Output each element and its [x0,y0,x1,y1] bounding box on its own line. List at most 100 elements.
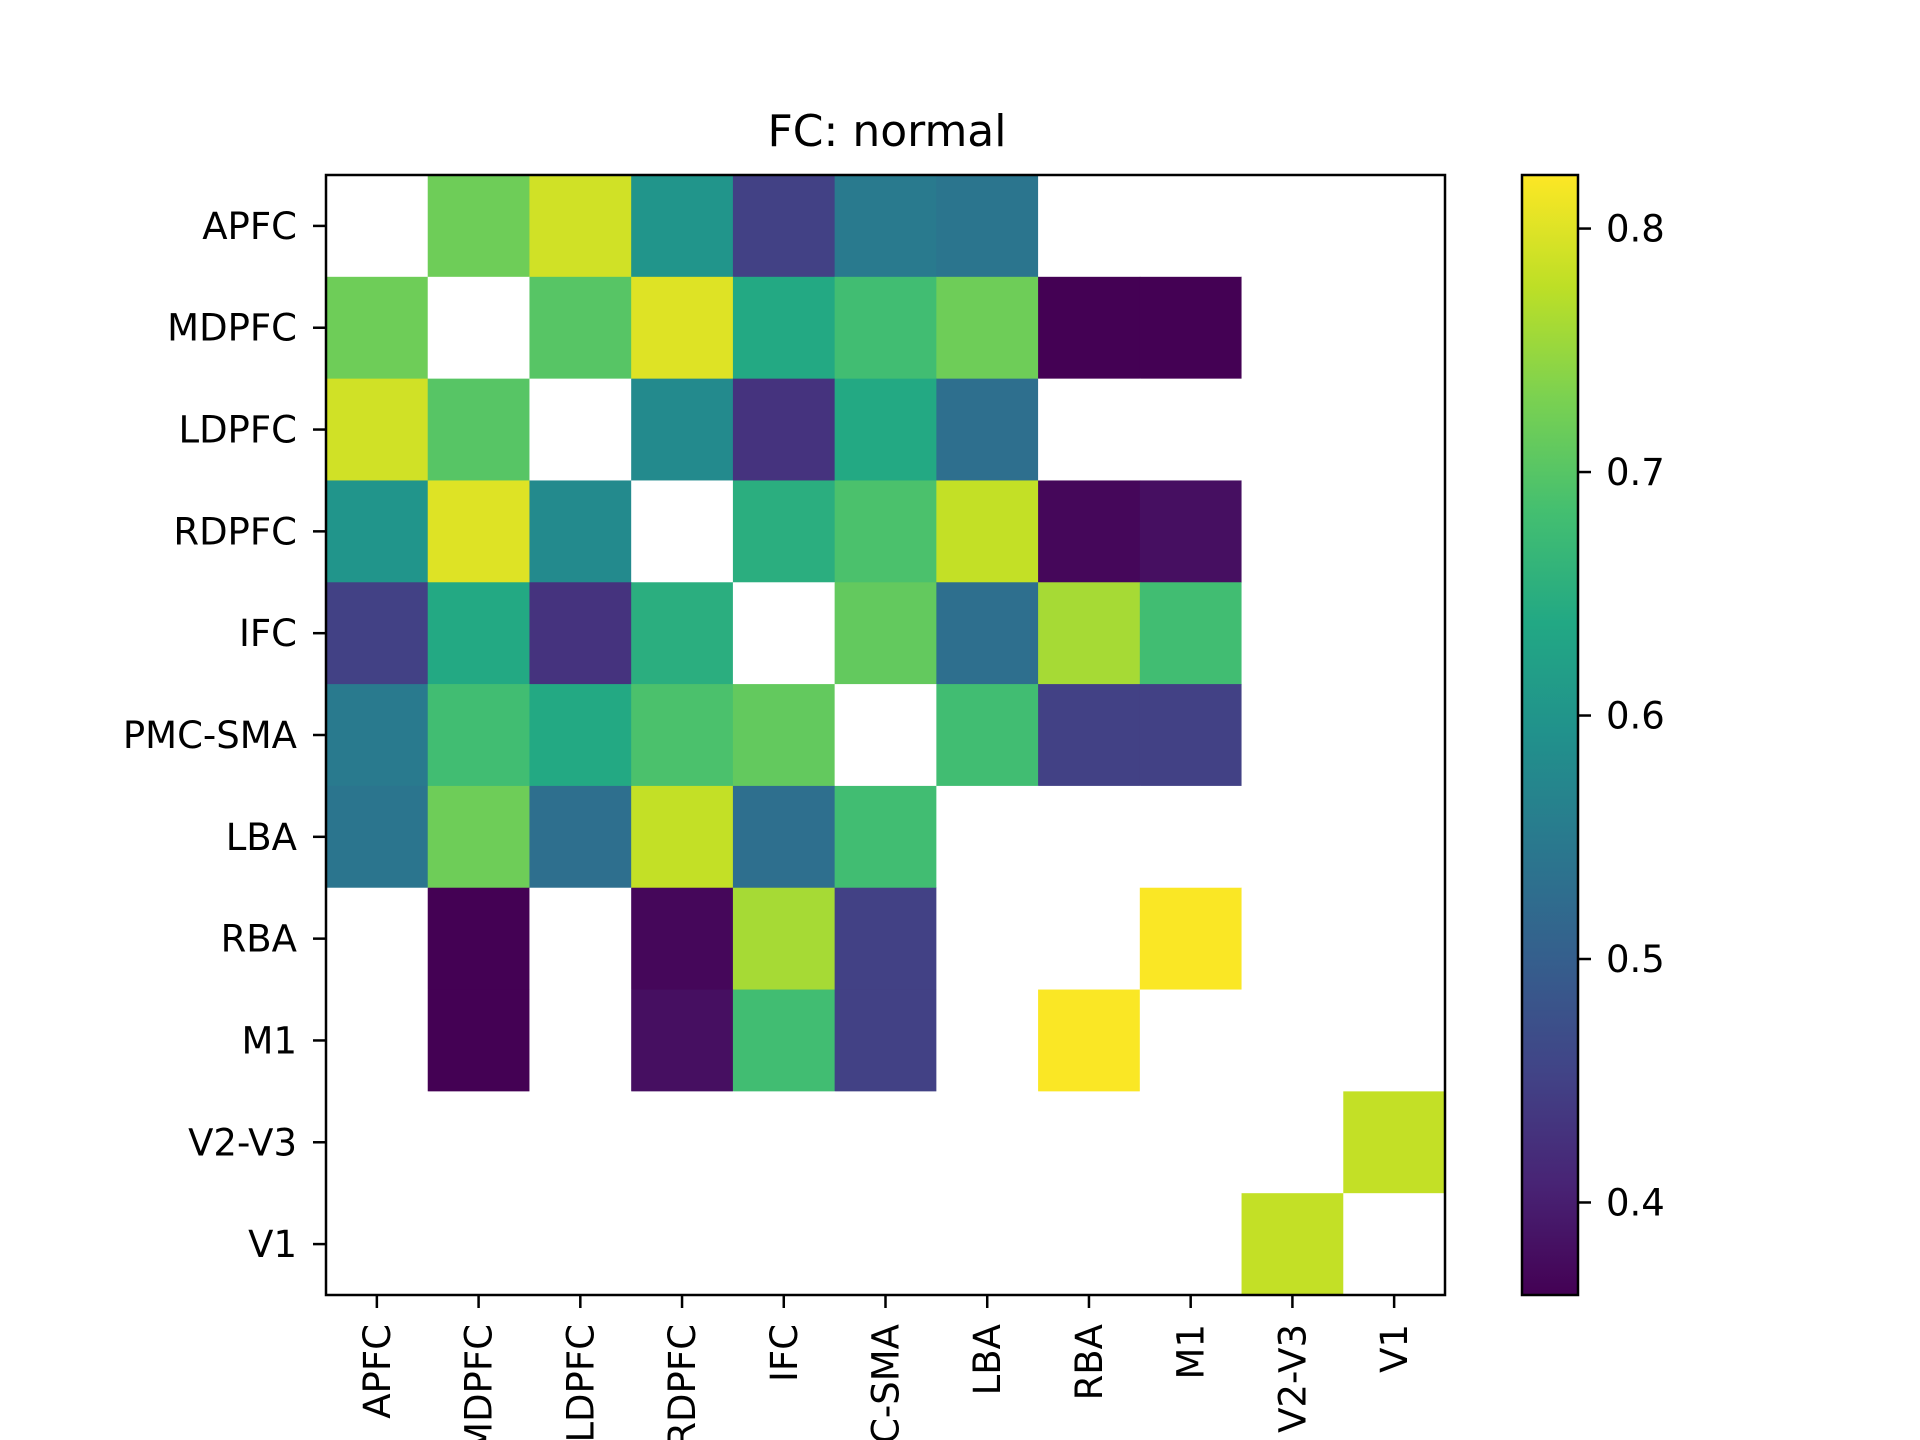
heatmap-cell [732,1193,836,1296]
heatmap-cell [529,684,632,787]
heatmap-cell [326,684,429,787]
heatmap-cell [631,480,734,583]
heatmap-cell [631,378,734,481]
heatmap-cell [631,1091,734,1194]
heatmap-cell [1139,1193,1243,1296]
heatmap-cell [427,175,530,278]
chart-title: FC: normal [767,106,1006,157]
col-tick-label: V1 [1373,1324,1416,1373]
col-tick-label: IFC [763,1324,806,1382]
heatmap-cell [732,785,836,889]
heatmap-cell [427,582,530,685]
col-tick-label: LDPFC [559,1324,602,1440]
row-tick-label: LDPFC [178,409,297,452]
heatmap-cell [326,989,429,1092]
heatmap-cell [529,785,632,889]
row-tick-label: V2-V3 [188,1121,297,1164]
heatmap-cell [1139,887,1243,991]
heatmap-cell [834,989,937,1092]
col-tick-label: RBA [1068,1324,1111,1400]
colorbar-tick-label: 0.4 [1606,1181,1665,1224]
heatmap-cell [732,582,836,685]
heatmap-cell [1139,582,1243,685]
heatmap-cell [1139,785,1243,889]
heatmap-cell [732,1091,836,1194]
heatmap-cell [936,582,1039,685]
heatmap-cell [834,378,937,481]
heatmap-cell [1038,989,1141,1092]
heatmap-cell [631,582,734,685]
heatmap-cell [834,480,937,583]
heatmap-cell [936,989,1039,1092]
heatmap-cell [1241,378,1344,481]
heatmap-cell [1343,480,1446,583]
heatmap-cell [427,378,530,481]
heatmap-cell [1139,989,1243,1092]
heatmap-cell [732,276,836,380]
col-tick-label: RDPFC [661,1324,704,1440]
heatmap-cell [1343,785,1446,889]
row-tick-label: IFC [239,612,297,655]
heatmap-cell [1343,887,1446,991]
row-tick-label: APFC [202,205,297,248]
heatmap-cell [834,785,937,889]
heatmap-cell [1139,276,1243,380]
row-tick-label: MDPFC [167,307,297,350]
heatmap-cell [529,378,632,481]
colorbar-tick-label: 0.8 [1606,208,1665,251]
heatmap-cell [1241,582,1344,685]
heatmap-cell [427,480,530,583]
heatmap-cell [326,480,429,583]
heatmap-cell [1038,175,1141,278]
heatmap-cell [732,378,836,481]
colorbar-ticks: 0.4 0.5 0.6 0.7 0.8 [1578,208,1665,1224]
heatmap-cell [1343,276,1446,380]
heatmap-cell [936,480,1039,583]
heatmap-cell [326,785,429,889]
heatmap-cell [936,887,1039,991]
heatmap-cell [529,480,632,583]
heatmap-cell [834,684,937,787]
heatmap-cell [1241,175,1344,278]
heatmap-cell [631,175,734,278]
col-tick-label: M1 [1170,1324,1213,1379]
heatmap-cell [427,887,530,991]
heatmap-cell [1139,1091,1243,1194]
heatmap-cell [936,785,1039,889]
heatmap-cell [936,175,1039,278]
col-tick-label: APFC [356,1324,399,1419]
heatmap-cell [529,1193,632,1296]
heatmap-cells [326,175,1446,1296]
heatmap-cell [631,1193,734,1296]
heatmap-cell [1038,1091,1141,1194]
heatmap-cell [732,480,836,583]
heatmap-cell [631,276,734,380]
heatmap-cell [326,887,429,991]
col-tick-label: MDPFC [458,1324,501,1440]
heatmap-cell [732,684,836,787]
heatmap-cell [1241,1091,1344,1194]
heatmap-cell [834,1193,937,1296]
col-tick-label: LBA [966,1324,1009,1395]
heatmap-cell [1343,378,1446,481]
heatmap-cell [1343,1091,1446,1194]
heatmap-cell [834,887,937,991]
heatmap-cell [1038,480,1141,583]
heatmap-cell [1038,1193,1141,1296]
heatmap-cell [1241,785,1344,889]
colorbar-tick-label: 0.6 [1606,695,1665,738]
heatmap-cell [1241,1193,1344,1296]
col-tick-label: V2-V3 [1271,1324,1314,1433]
heatmap-cell [936,378,1039,481]
row-tick-label: RDPFC [173,510,297,553]
heatmap-cell [1139,480,1243,583]
heatmap-cell [427,276,530,380]
heatmap-cell [1139,378,1243,481]
heatmap-cell [1343,1193,1446,1296]
heatmap-cell [631,887,734,991]
heatmap-cell [834,175,937,278]
heatmap-cell [936,276,1039,380]
heatmap-cell [427,1091,530,1194]
heatmap-cell [1241,887,1344,991]
